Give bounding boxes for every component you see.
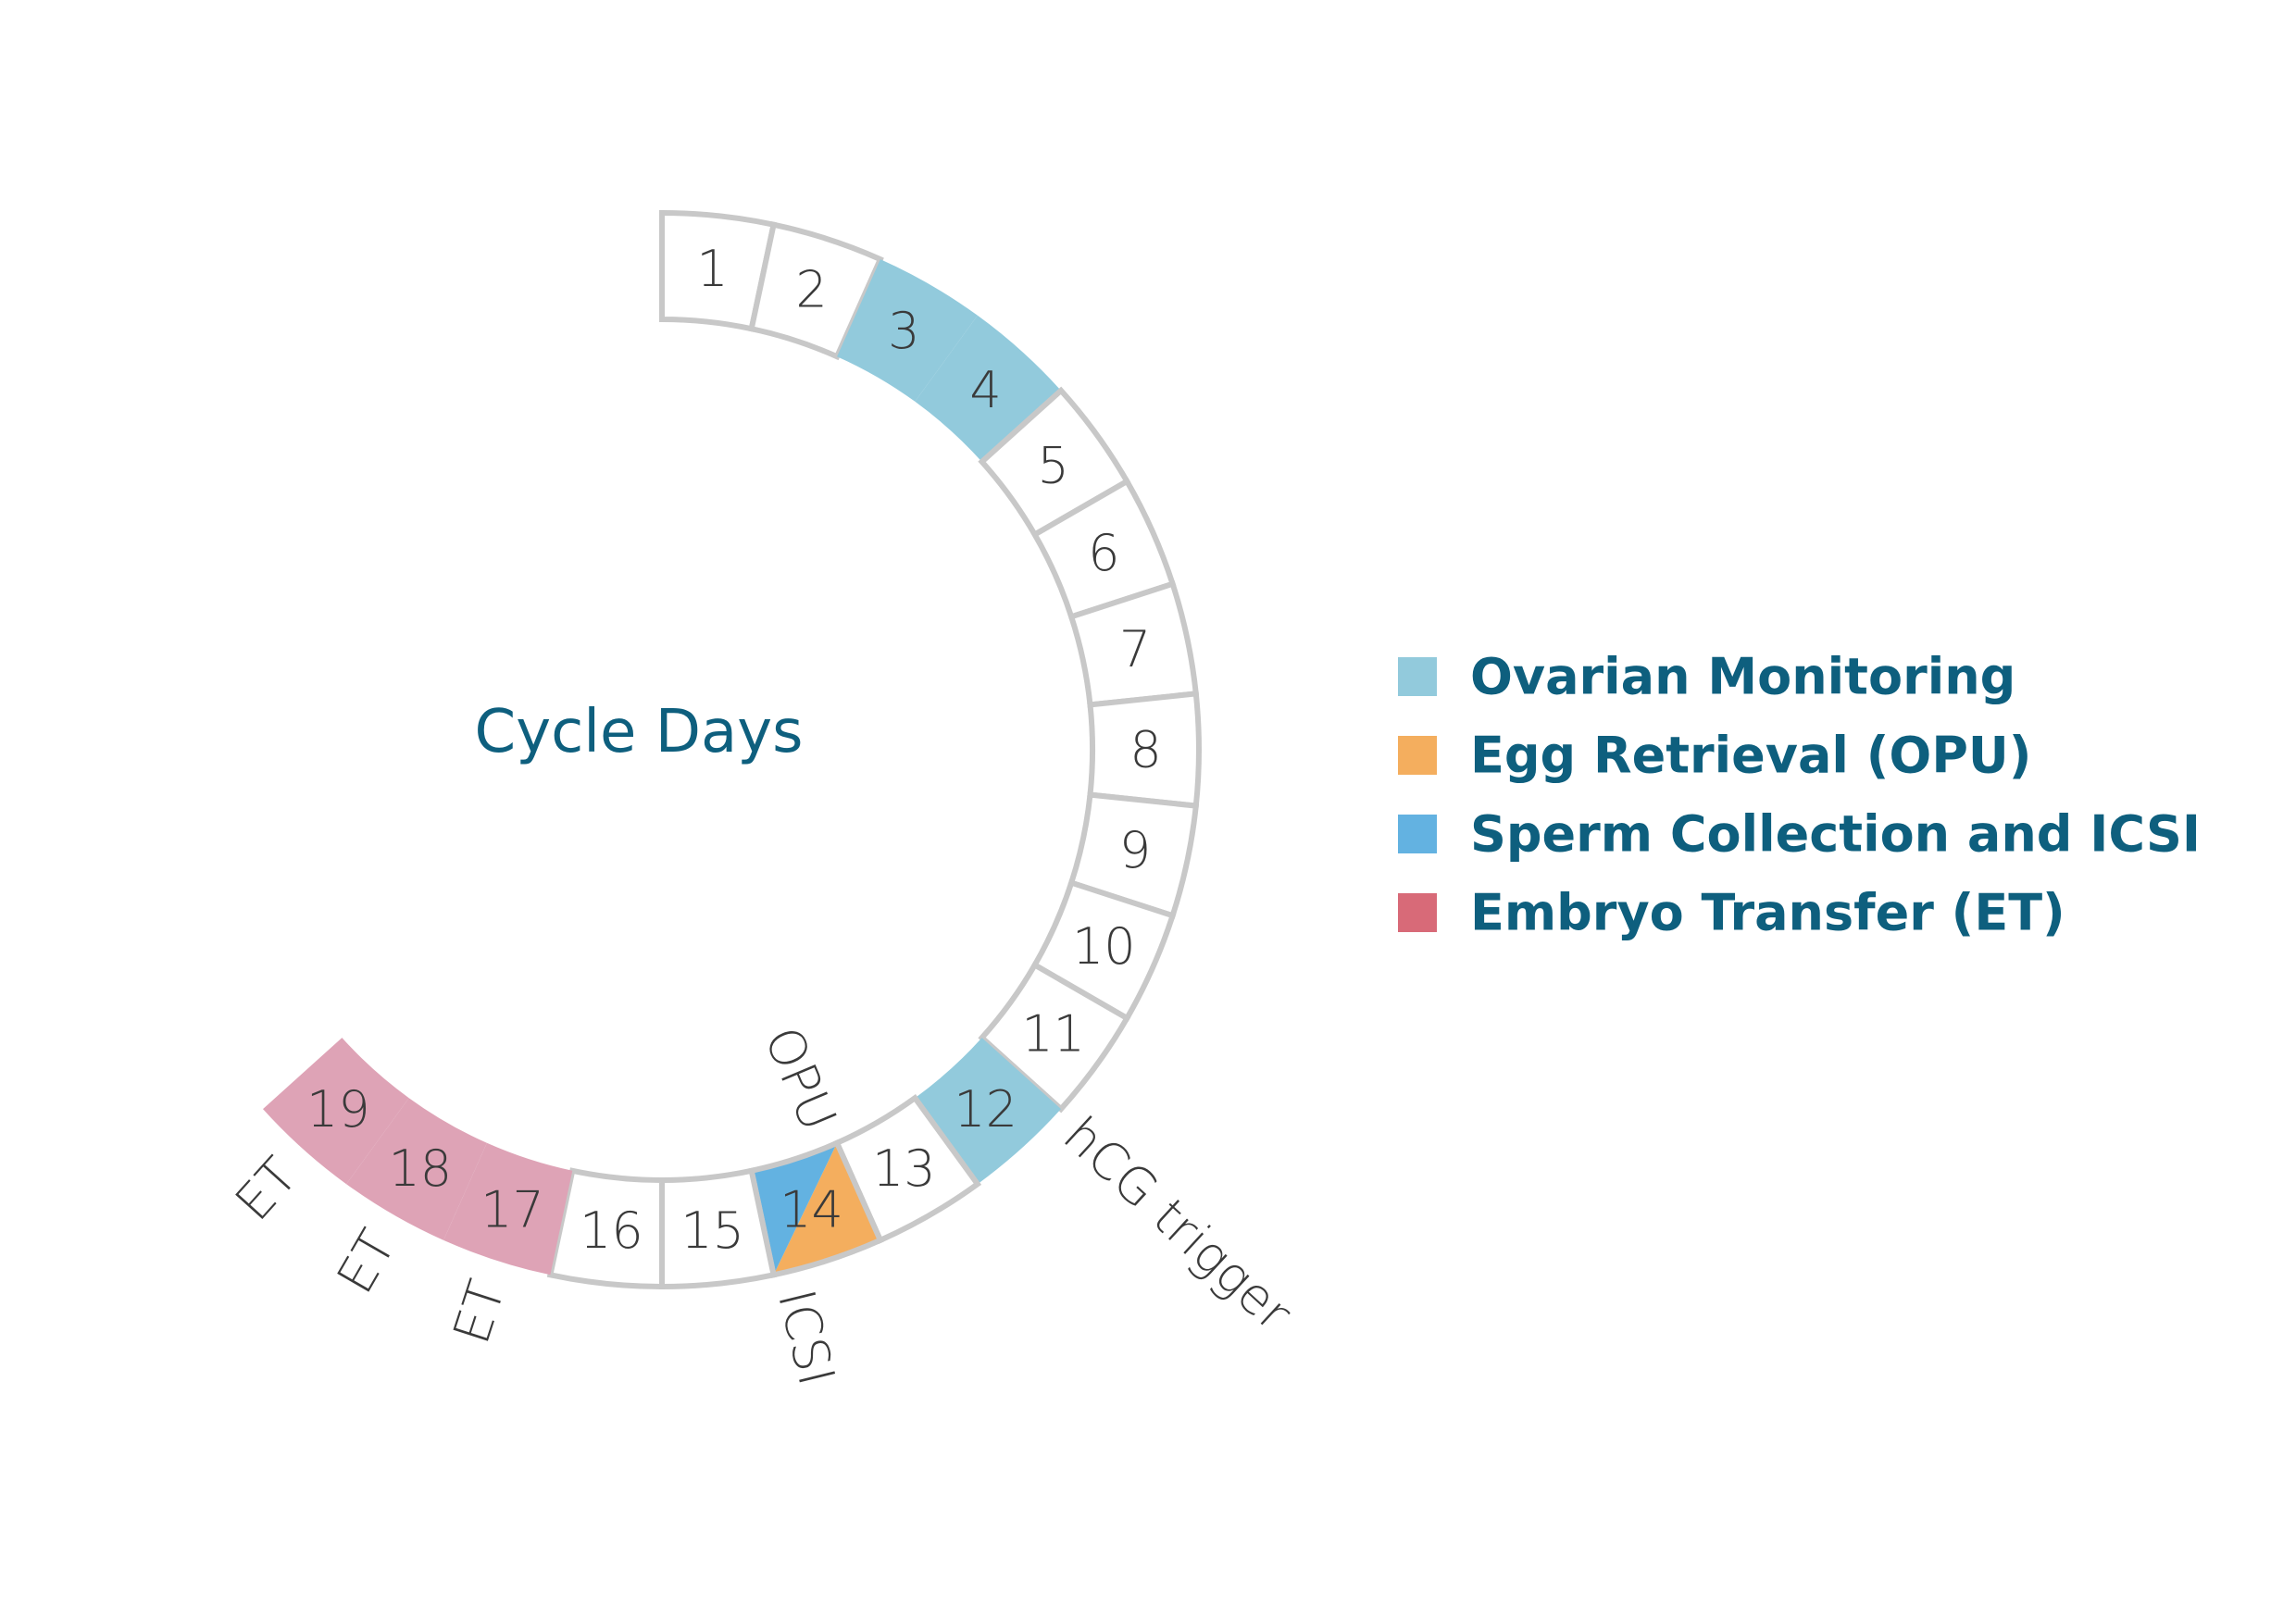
event-label-hcg-trigger: hCG trigger [1053, 1105, 1304, 1342]
day-cell-fill [837, 259, 978, 402]
day-number: 15 [680, 1201, 744, 1260]
event-label-opu: OPU [753, 1019, 847, 1139]
day-number: 14 [780, 1180, 843, 1238]
diagram-title: Cycle Days [475, 698, 804, 766]
day-number: 1 [696, 240, 728, 298]
day-cell-fill-icsi [751, 1142, 838, 1276]
legend-label: Ovarian Monitoring [1470, 648, 2015, 706]
event-label-et: ET [224, 1147, 309, 1232]
day-number: 6 [1088, 524, 1119, 582]
day-cell-16: 16 [546, 1167, 665, 1290]
legend-item: Egg Retrieval (OPU) [1398, 727, 2031, 785]
day-number: 17 [480, 1180, 544, 1238]
legend-swatch [1398, 736, 1437, 775]
legend-swatch [1398, 893, 1437, 932]
day-cell-9: 9 [1067, 791, 1200, 919]
day-number: 19 [306, 1080, 370, 1139]
day-cell-15: 15 [659, 1167, 778, 1290]
legend-label: Egg Retrieval (OPU) [1470, 727, 2031, 785]
day-cell-3: 3 [837, 259, 978, 402]
legend-label: Sperm Collection and ICSI [1470, 805, 2201, 864]
day-cell-fill [915, 315, 1061, 462]
day-cell-8: 8 [1087, 691, 1202, 809]
day-number: 16 [580, 1201, 643, 1260]
legend-label: Embryo Transfer (ET) [1470, 884, 2065, 942]
legend: Ovarian Monitoring Egg Retrieval (OPU) Spe… [1398, 648, 2201, 942]
day-cell-19: 19 [263, 1038, 409, 1185]
legend-item: Sperm Collection and ICSI [1398, 805, 2201, 864]
day-cell-border [748, 221, 884, 361]
day-cell-fill [443, 1142, 573, 1276]
day-number: 2 [795, 261, 827, 319]
day-cell-4: 4 [915, 315, 1061, 462]
event-label-et: ET [326, 1220, 407, 1303]
day-cell-fill [346, 1098, 487, 1240]
day-number: 9 [1119, 821, 1151, 879]
legend-swatch [1398, 815, 1437, 853]
day-number: 4 [969, 361, 1001, 419]
day-number: 18 [388, 1139, 452, 1198]
day-number: 10 [1072, 917, 1136, 976]
day-cell-18: 18 [346, 1098, 487, 1240]
day-number: 11 [1021, 1005, 1085, 1064]
day-cell-17: 17 [443, 1142, 573, 1276]
day-cell-11: 11 [978, 961, 1131, 1114]
day-number: 13 [872, 1139, 936, 1198]
day-number: 5 [1038, 436, 1069, 494]
event-label-et: ET [442, 1274, 517, 1350]
legend-item: Embryo Transfer (ET) [1398, 884, 2065, 942]
event-label-icsi: ICSI [767, 1284, 846, 1391]
day-number: 12 [954, 1080, 1017, 1139]
day-cell-border [978, 961, 1131, 1114]
legend-swatch [1398, 657, 1437, 696]
day-number: 8 [1129, 721, 1161, 779]
day-number: 3 [888, 302, 919, 360]
day-cell-fill [263, 1038, 409, 1185]
day-number: 7 [1119, 620, 1151, 678]
day-cell-2: 2 [748, 221, 884, 361]
legend-item: Ovarian Monitoring [1398, 648, 2015, 706]
day-cell-fill-opu [773, 1142, 880, 1276]
